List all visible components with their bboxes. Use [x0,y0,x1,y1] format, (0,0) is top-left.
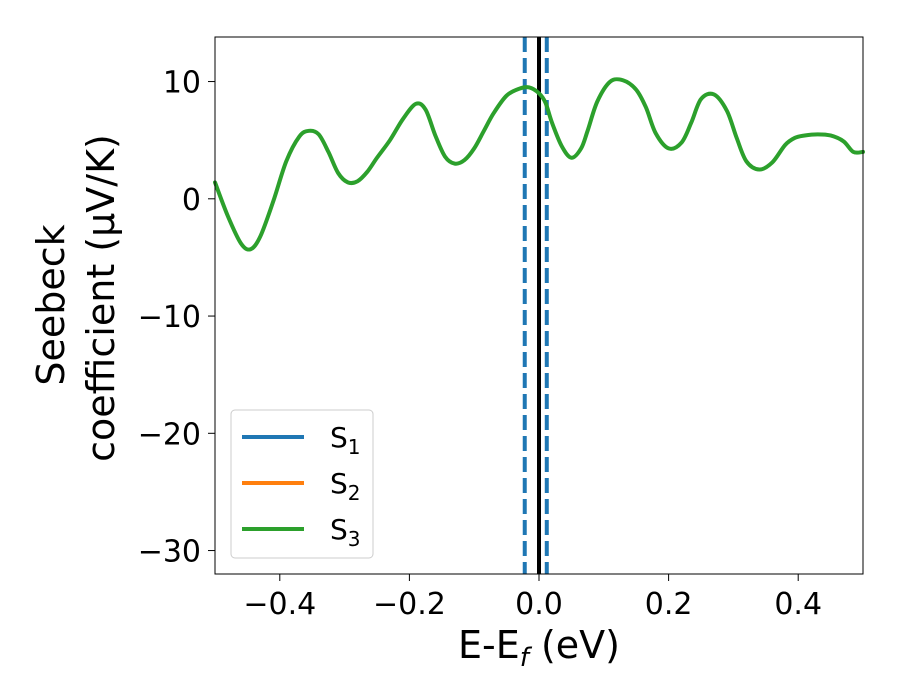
x-axis-label: E-Ef (eV) [458,623,620,673]
legend: S1 S2 S3 [230,409,374,559]
y-tick-label: −10 [138,300,201,335]
x-tick-label: −0.2 [373,587,446,622]
y-tick-label: 0 [182,183,201,218]
legend-label-1: S1 [330,421,361,459]
x-tick-label: −0.4 [243,587,316,622]
legend-label-2: S2 [330,467,361,505]
reference-lines [522,37,549,574]
y-tick-label: −30 [138,535,201,570]
y-axis-label-line2: coefficient (μV/K) [79,134,123,462]
y-tick-label: 10 [163,66,201,101]
y-axis-label-line1: Seebeck [29,224,73,385]
legend-label-3: S3 [330,513,361,551]
x-tick-label: 0.4 [774,587,822,622]
y-axis-ticks: 10 0 −10 −20 −30 [138,66,215,570]
x-tick-label: 0.2 [645,587,693,622]
series-line-1 [215,79,863,249]
y-tick-label: −20 [138,417,201,452]
x-tick-label: 0.0 [515,587,563,622]
x-axis-ticks: −0.4 −0.2 0.0 0.2 0.4 [243,574,822,622]
series-group [215,79,863,249]
